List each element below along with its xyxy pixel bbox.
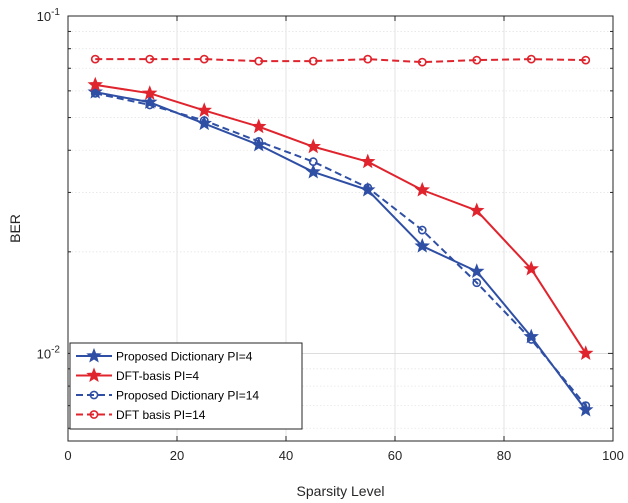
data-point-marker (526, 54, 536, 64)
y-tick-label: 10-1 (37, 7, 61, 24)
y-tick-label: 10-2 (37, 344, 61, 361)
data-point-marker (87, 83, 103, 99)
data-point-marker (469, 263, 485, 278)
data-point-marker (363, 54, 373, 64)
legend-marker (86, 367, 102, 383)
data-point-marker (414, 181, 430, 197)
series-2 (87, 76, 594, 360)
data-point-marker (142, 85, 158, 100)
data-point-marker (360, 153, 376, 169)
series-line (95, 58, 586, 64)
series-line (95, 92, 587, 407)
data-point-marker (581, 401, 591, 411)
legend-marker (86, 347, 102, 363)
series-4 (90, 54, 591, 67)
series-3 (90, 88, 591, 411)
data-point-marker (578, 345, 594, 360)
data-point-marker (199, 116, 209, 125)
data-point-marker (145, 100, 155, 110)
data-point-marker (414, 237, 430, 253)
data-point-marker (90, 88, 100, 98)
data-point-marker (417, 225, 427, 235)
data-point-marker (360, 181, 376, 197)
data-point-marker (251, 118, 267, 134)
series-layer (87, 54, 594, 417)
legend: Proposed Dictionary PI=4 DFT-basis PI=4 Pr… (69, 342, 303, 430)
legend-marker (89, 410, 99, 419)
legend-box (69, 342, 303, 430)
data-point-marker (254, 56, 264, 66)
data-point-marker (417, 57, 427, 67)
x-tick-label: 80 (497, 448, 511, 463)
x-axis-label: Sparsity Level (297, 483, 385, 499)
data-point-marker (469, 202, 485, 218)
data-point-marker (526, 335, 536, 344)
legend-marker (89, 390, 99, 400)
y-axis-label: BER (7, 214, 23, 243)
plot-box (67, 15, 614, 442)
data-point-marker (90, 54, 100, 64)
data-point-marker (305, 138, 321, 154)
x-tick-label: 40 (279, 448, 293, 463)
axis-ticks: 0 20 40 60 80 100 10-2 10-1 (37, 7, 624, 463)
legend-label: Proposed Dictionary PI=4 (116, 350, 253, 364)
legend-label: Proposed Dictionary PI=14 (116, 389, 259, 403)
x-tick-label: 20 (170, 448, 184, 463)
data-point-marker (196, 115, 212, 131)
legend-label: DFT-basis PI=4 (116, 369, 199, 383)
data-point-marker (308, 157, 318, 167)
data-point-marker (472, 278, 482, 288)
data-point-marker (308, 56, 318, 66)
data-point-marker (523, 260, 539, 276)
series-line (95, 91, 587, 411)
data-point-marker (87, 76, 103, 92)
data-point-marker (363, 183, 373, 193)
data-point-marker (472, 55, 482, 65)
data-point-marker (254, 136, 264, 146)
x-tick-label: 100 (602, 448, 624, 463)
series-line (95, 83, 587, 354)
data-point-marker (305, 163, 321, 179)
legend-label: DFT basis PI=14 (116, 408, 206, 422)
x-tick-label: 60 (388, 448, 402, 463)
x-tick-label: 0 (64, 448, 71, 463)
data-point-marker (199, 54, 209, 64)
data-point-marker (581, 55, 591, 65)
data-point-marker (196, 102, 212, 117)
data-point-marker (145, 54, 155, 64)
